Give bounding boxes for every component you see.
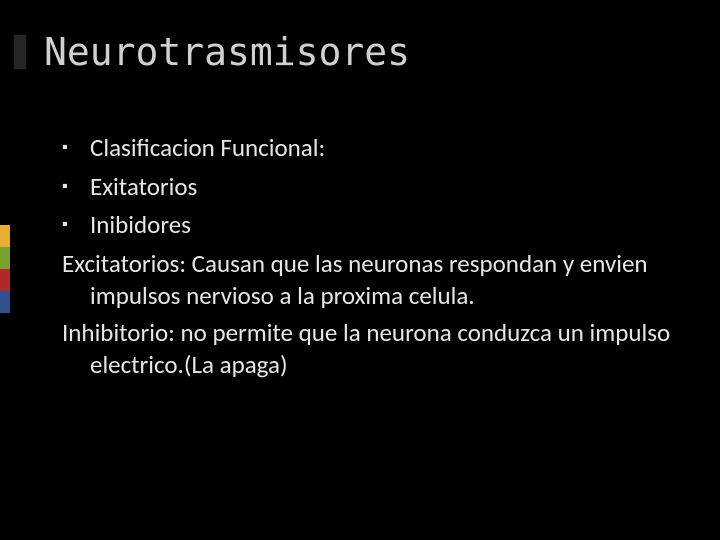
slide-body: ▪ Clasificacion Funcional: ▪ Exitatorios… [62, 132, 680, 386]
left-accent-bars [0, 225, 10, 313]
paragraph-text: Inhibitorio: no permite que la neurona c… [62, 317, 680, 382]
bullet-item: ▪ Exitatorios [62, 171, 680, 204]
accent-bar-4 [0, 291, 10, 313]
bullet-item: ▪ Inibidores [62, 209, 680, 242]
bullet-marker-icon: ▪ [62, 171, 90, 204]
title-accent-bar [14, 35, 26, 69]
paragraph: Inhibitorio: no permite que la neurona c… [62, 317, 680, 382]
accent-bar-2 [0, 247, 10, 269]
bullet-item: ▪ Clasificacion Funcional: [62, 132, 680, 165]
slide-title: Neurotrasmisores [44, 30, 410, 74]
bullet-text: Clasificacion Funcional: [90, 132, 680, 165]
title-row: Neurotrasmisores [14, 30, 410, 74]
bullet-marker-icon: ▪ [62, 209, 90, 242]
accent-bar-3 [0, 269, 10, 291]
paragraph-text: Excitatorios: Causan que las neuronas re… [62, 248, 680, 313]
accent-bar-1 [0, 225, 10, 247]
slide: Neurotrasmisores ▪ Clasificacion Funcion… [0, 0, 720, 540]
bullet-text: Exitatorios [90, 171, 680, 204]
bullet-text: Inibidores [90, 209, 680, 242]
bullet-marker-icon: ▪ [62, 132, 90, 165]
paragraph: Excitatorios: Causan que las neuronas re… [62, 248, 680, 313]
